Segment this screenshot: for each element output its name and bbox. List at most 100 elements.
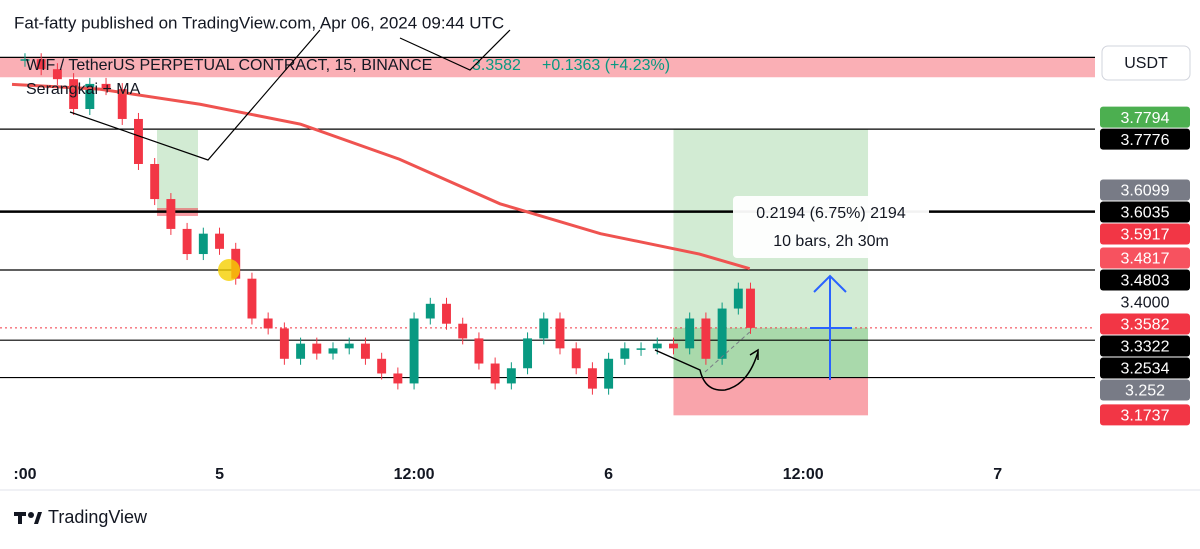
candle-body — [523, 338, 533, 369]
candle-body — [393, 373, 403, 384]
candle-body — [701, 318, 711, 359]
price-label-box — [1100, 404, 1190, 426]
price-label: 3.2534 — [1121, 361, 1170, 378]
price-label-box — [1100, 335, 1190, 357]
candle-body — [685, 318, 695, 349]
candle-body — [166, 199, 176, 229]
candle-body — [215, 233, 224, 249]
candle-body — [279, 328, 289, 359]
price-label-box — [1100, 379, 1190, 401]
candle-body — [328, 348, 338, 354]
candle-body — [377, 358, 387, 374]
x-tick-label: 7 — [993, 466, 1002, 483]
price-label-box — [1100, 179, 1190, 201]
candle-body — [474, 338, 484, 364]
annotation-line — [69, 29, 321, 161]
header: Fat-fatty published on TradingView.com, … — [14, 13, 504, 32]
candle-body — [555, 318, 565, 349]
price-label: 3.5917 — [1121, 227, 1170, 244]
candle-body — [652, 343, 662, 349]
candle-body — [20, 59, 30, 61]
x-tick-label: 5 — [215, 466, 224, 483]
candle-body — [539, 318, 549, 339]
price-label-box — [1100, 247, 1190, 269]
candle-body — [85, 83, 95, 110]
ma-line — [11, 82, 751, 271]
price-label-box — [1100, 357, 1190, 379]
candle-body — [587, 368, 597, 389]
candle-body — [604, 358, 614, 389]
candle-body — [360, 343, 370, 359]
price-label: 3.7794 — [1121, 110, 1170, 127]
annotation-arrow — [749, 348, 759, 360]
candle-body — [409, 318, 419, 384]
info-line: 0.2194 (6.75%) 2194 — [756, 205, 906, 222]
arrow-head — [813, 274, 847, 293]
highlight — [218, 259, 240, 281]
legend-change: +0.1363 (+4.23%) — [542, 57, 670, 74]
candle-body — [150, 163, 160, 200]
old-zone — [157, 130, 198, 212]
currency[interactable]: USDT — [1124, 55, 1168, 72]
stop-zone — [673, 377, 869, 416]
legend-indicator: Serangkai + MA — [26, 81, 141, 98]
projection — [704, 329, 753, 373]
currency-box[interactable] — [1101, 45, 1191, 81]
price-label-box — [1100, 201, 1190, 223]
annotation-curve — [654, 349, 759, 391]
candle-body — [182, 228, 192, 255]
price-label: 3.6099 — [1121, 183, 1170, 200]
price-label-box — [1100, 106, 1190, 128]
x-tick-label: 6 — [604, 466, 613, 483]
candle-body — [746, 288, 755, 328]
price-label: 3.4000 — [1121, 295, 1170, 312]
candle-body — [52, 69, 62, 80]
x-tick-label: 12:00 — [394, 466, 435, 483]
candle-body — [733, 288, 743, 309]
price-label: 3.7776 — [1121, 132, 1170, 149]
candle-body — [133, 118, 143, 164]
candle-body — [717, 308, 727, 359]
logo — [14, 512, 42, 524]
price-label: 3.3322 — [1121, 339, 1170, 356]
price-label: 3.4803 — [1121, 273, 1170, 290]
info-line: 10 bars, 2h 30m — [773, 233, 889, 250]
price-label: 3.6035 — [1121, 205, 1170, 222]
info-box — [733, 196, 929, 258]
resistance-zone — [0, 57, 1095, 78]
candle-body — [620, 348, 630, 359]
price-label-box — [1100, 269, 1190, 291]
price-label: 3.3582 — [1121, 317, 1170, 334]
candle-body — [425, 303, 435, 319]
annotation-line — [399, 29, 511, 71]
legend-symbol: WIF / TetherUS PERPETUAL CONTRACT, 15, B… — [26, 57, 432, 74]
candle-body — [312, 343, 322, 354]
candle-body — [506, 368, 516, 384]
candle-body — [344, 343, 354, 349]
candle-body — [247, 278, 257, 319]
price-label-box — [1100, 223, 1190, 245]
candle-body — [458, 323, 468, 339]
legend-last: 3.3582 — [472, 57, 521, 74]
price-label-box — [1100, 313, 1190, 335]
candle-body — [490, 363, 500, 384]
x-tick-label: :00 — [13, 466, 36, 483]
price-label: 3.1737 — [1121, 408, 1170, 425]
candle-body — [669, 343, 678, 349]
candle-body — [571, 348, 581, 369]
price-label: 3.4817 — [1121, 251, 1170, 268]
footer: TradingView — [48, 507, 148, 527]
candle-body — [36, 59, 46, 70]
candle-body — [296, 343, 306, 359]
candle-body — [442, 303, 451, 324]
candle-body — [117, 89, 127, 119]
x-tick-label: 12:00 — [783, 466, 824, 483]
candle-body — [69, 79, 79, 110]
candle-body — [101, 83, 111, 90]
plot — [0, 53, 1095, 416]
candle-body — [263, 318, 273, 329]
price-label: 3.252 — [1125, 383, 1165, 400]
price-label-box — [1100, 128, 1190, 150]
